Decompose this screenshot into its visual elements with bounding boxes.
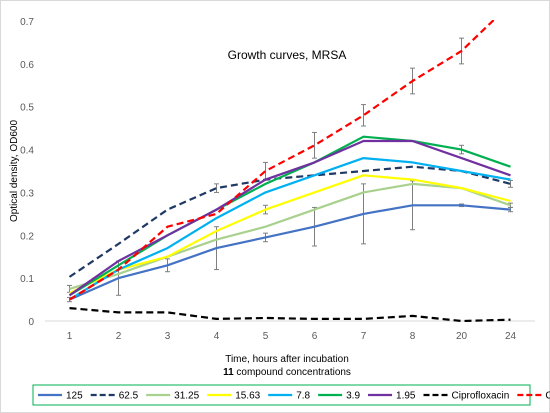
y-tick-label: 0.7 <box>20 17 34 28</box>
legend-item: 62.5 <box>90 391 139 402</box>
legend-item: Control - MRSA <box>517 391 550 402</box>
x-tick-label: 8 <box>410 331 416 342</box>
y-tick-label: 0.4 <box>20 146 34 157</box>
legend-label: 62.5 <box>119 391 139 402</box>
legend-item: 1.95 <box>368 391 416 402</box>
chart-title: Growth curves, MRSA <box>228 48 347 62</box>
x-tick-label: 2 <box>116 331 122 342</box>
series-line <box>69 182 511 290</box>
y-tick-label: 0.6 <box>20 60 34 71</box>
legend-label: 1.95 <box>396 391 416 402</box>
y-tick-label: 0.5 <box>20 103 34 114</box>
y-axis-title: Optical density, OD600 <box>9 120 20 223</box>
legend-label: 3.9 <box>346 391 360 402</box>
x-axis-subtitle: 11 compound concentrations <box>223 367 351 378</box>
legend-item: 3.9 <box>318 391 360 402</box>
x-axis-subtitle-text: compound concentrations <box>234 367 351 378</box>
x-tick-label: 6 <box>312 331 318 342</box>
y-tick-label: 0.3 <box>20 188 34 199</box>
legend-label: 7.8 <box>296 391 310 402</box>
series-lines <box>68 20 511 323</box>
legend: 125 62.5 31.25 15.63 7.8 3.9 1.95 Ciprofloxacin… <box>32 384 550 406</box>
series-line <box>68 157 511 301</box>
series-line <box>69 174 511 295</box>
y-tick-label: 0.1 <box>20 274 34 285</box>
x-tick-label: 24 <box>505 331 517 342</box>
legend-item: 125 <box>38 391 83 402</box>
series-line <box>68 165 511 278</box>
series-line <box>68 135 511 297</box>
y-tick-label: 0.2 <box>20 231 34 242</box>
x-axis-title: Time, hours after incubation <box>225 354 349 365</box>
series-line <box>69 204 511 301</box>
x-tick-label: 20 <box>456 331 468 342</box>
legend-item: 31.25 <box>146 391 200 402</box>
error-bars <box>67 37 513 303</box>
y-axis-ticks: 0 0.1 0.2 0.3 0.4 0.5 0.6 0.7 <box>20 17 34 328</box>
x-tick-label: 3 <box>165 331 171 342</box>
legend-label: 125 <box>66 391 83 402</box>
series-line <box>69 307 511 323</box>
legend-item: 7.8 <box>268 391 311 402</box>
x-axis-ticks: 1 2 3 4 5 6 7 8 20 24 <box>67 331 517 342</box>
legend-label: 15.63 <box>235 391 260 402</box>
legend-label: Ciprofloxacin <box>452 391 510 402</box>
legend-label: Control - MRSA <box>545 391 550 402</box>
x-axis-subtitle-count: 11 <box>223 367 234 378</box>
x-tick-label: 5 <box>263 331 269 342</box>
y-tick-label: 0 <box>28 317 34 328</box>
x-tick-label: 1 <box>67 331 73 342</box>
x-tick-label: 4 <box>214 331 220 342</box>
legend-item: Ciprofloxacin <box>423 391 510 402</box>
series-line <box>68 20 496 301</box>
legend-item: 15.63 <box>207 391 261 402</box>
legend-label: 31.25 <box>174 391 199 402</box>
x-tick-label: 7 <box>361 331 367 342</box>
